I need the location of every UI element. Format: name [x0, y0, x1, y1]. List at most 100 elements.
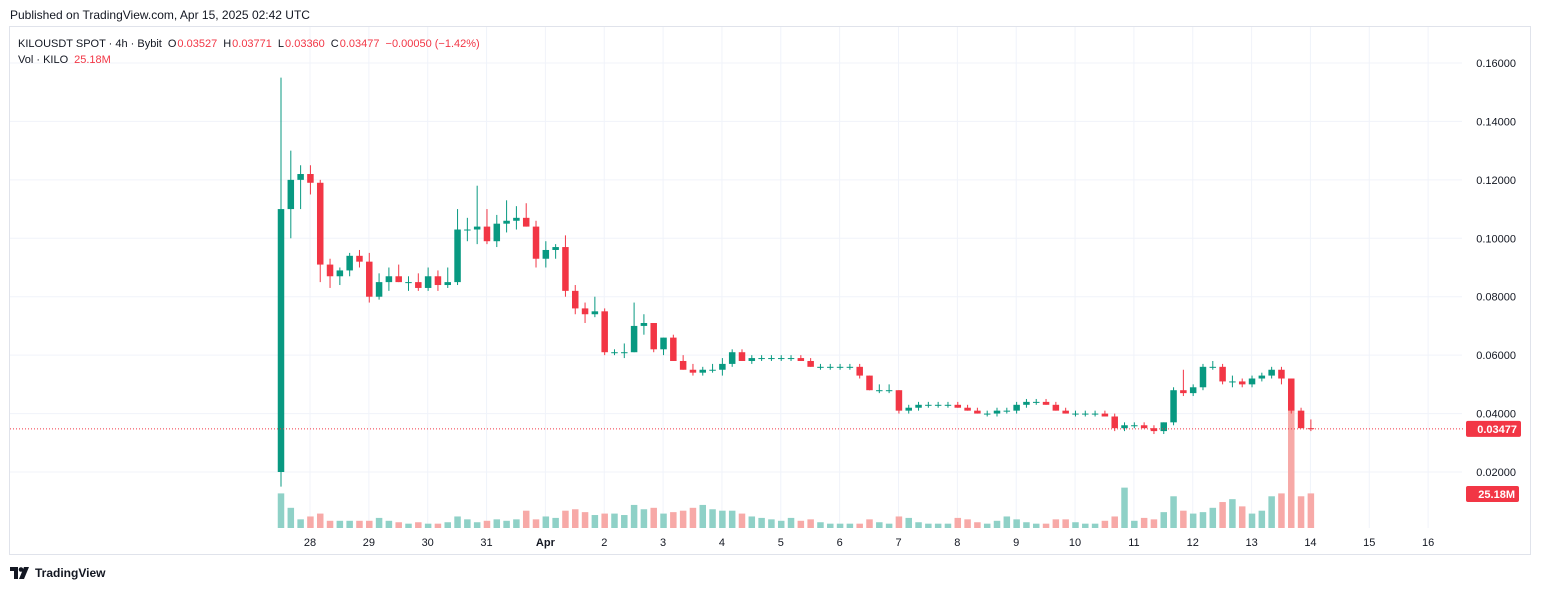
- volume-bar: [277, 493, 285, 528]
- candle-body: [1013, 404, 1020, 411]
- volume-bar: [1307, 493, 1315, 528]
- volume-bar: [1180, 510, 1187, 528]
- candle-body: [346, 255, 353, 271]
- volume-bar: [1297, 496, 1305, 528]
- x-tick-label: 28: [304, 537, 316, 549]
- x-tick-label: 10: [1069, 537, 1081, 549]
- volume-bar: [601, 513, 608, 528]
- volume-bar: [336, 520, 344, 528]
- candle-body: [876, 390, 883, 392]
- volume-bar: [542, 516, 550, 528]
- candle-body: [1219, 366, 1226, 382]
- candle-body: [719, 363, 726, 370]
- volume-bar: [1042, 523, 1050, 528]
- candle-body: [983, 413, 991, 415]
- candle-body: [1101, 413, 1109, 417]
- volume-bar: [395, 522, 402, 528]
- candle-body: [1199, 366, 1207, 388]
- candle-body: [542, 249, 550, 259]
- candle-body: [670, 337, 677, 361]
- candle-body: [1072, 413, 1079, 415]
- volume-bar: [787, 517, 795, 528]
- candle-body: [915, 404, 922, 408]
- volume-bar: [1062, 519, 1069, 528]
- candle-body: [630, 325, 638, 353]
- volume-bars: [277, 404, 1315, 528]
- volume-bar: [719, 510, 726, 528]
- candle-body: [1140, 425, 1148, 429]
- volume-label[interactable]: Vol · KILO: [18, 54, 69, 66]
- volume-bar: [856, 523, 863, 528]
- volume-bar: [591, 515, 599, 528]
- volume-bar: [728, 510, 736, 528]
- tradingview-footer[interactable]: TradingView: [10, 566, 105, 580]
- close-label: C: [330, 38, 339, 50]
- volume-bar: [807, 519, 814, 528]
- volume-bar: [473, 522, 481, 528]
- candle-body: [1131, 425, 1138, 427]
- candle-body: [277, 209, 285, 473]
- volume-bar: [1288, 404, 1295, 528]
- volume-bar: [356, 520, 363, 528]
- candle-body: [562, 247, 569, 291]
- volume-bar: [660, 513, 667, 528]
- candle-body: [513, 217, 520, 221]
- x-tick-label: 11: [1128, 537, 1139, 549]
- candle-body: [415, 282, 422, 288]
- volume-bar: [385, 520, 393, 528]
- volume-bar: [307, 516, 314, 528]
- candle-body: [473, 226, 481, 230]
- candle-body: [1150, 428, 1158, 432]
- volume-bar: [415, 522, 422, 528]
- volume-bar: [572, 509, 579, 528]
- candle-body: [444, 282, 451, 286]
- candle-body: [287, 179, 295, 210]
- volume-bar: [895, 516, 903, 528]
- candle-body: [1209, 366, 1217, 368]
- low-label: L: [277, 38, 285, 50]
- candle-body: [1042, 401, 1050, 405]
- x-tick-label: 31: [480, 537, 492, 549]
- x-tick-label: 9: [1013, 537, 1019, 549]
- volume-bar: [797, 520, 805, 528]
- x-tick-label: 2: [601, 537, 607, 549]
- volume-bar: [1238, 506, 1246, 528]
- volume-bar: [454, 516, 461, 528]
- x-tick-label: 15: [1363, 537, 1375, 549]
- volume-bar: [640, 509, 648, 528]
- symbol-label[interactable]: KILOUSDT SPOT · 4h · Bybit: [18, 38, 162, 50]
- low-value: 0.03360: [285, 38, 325, 50]
- volume-bar: [630, 504, 638, 528]
- volume-bar: [405, 523, 412, 528]
- candle-body: [356, 255, 363, 262]
- candle-body: [787, 358, 795, 360]
- candle-body: [1003, 410, 1011, 412]
- candle-body: [1052, 404, 1060, 411]
- candle-body: [1229, 381, 1236, 383]
- volume-bar: [650, 507, 657, 528]
- candle-body: [522, 217, 530, 227]
- volume-bar: [1229, 499, 1236, 528]
- candle-body: [885, 390, 893, 392]
- x-axis: 28 29 30 31 Apr 2 3 4 5 6 7 8 9 10 11 12 13 14 15 16: [304, 537, 1434, 549]
- candle-body: [993, 410, 1001, 414]
- volume-bar: [1268, 496, 1275, 528]
- x-tick-label: 7: [895, 537, 901, 549]
- volume-bar: [1219, 502, 1226, 528]
- candle-body: [591, 311, 599, 315]
- volume-bar: [366, 520, 373, 528]
- volume-bar: [1131, 520, 1138, 528]
- chart-legend: KILOUSDT SPOT · 4h · Bybit O0.03527 H0.0…: [18, 36, 480, 68]
- candle-body: [326, 264, 334, 277]
- candle-body: [405, 282, 412, 284]
- volume-bar: [748, 516, 756, 528]
- volume-bar: [1091, 523, 1099, 528]
- x-tick-label: Apr: [536, 537, 556, 549]
- y-tick-label: 0.06000: [1476, 350, 1516, 362]
- volume-row: Vol · KILO 25.18M: [18, 52, 480, 68]
- candle-body: [660, 337, 667, 350]
- volume-bar: [464, 519, 471, 528]
- candle-body: [307, 174, 314, 183]
- volume-bar: [1199, 512, 1207, 528]
